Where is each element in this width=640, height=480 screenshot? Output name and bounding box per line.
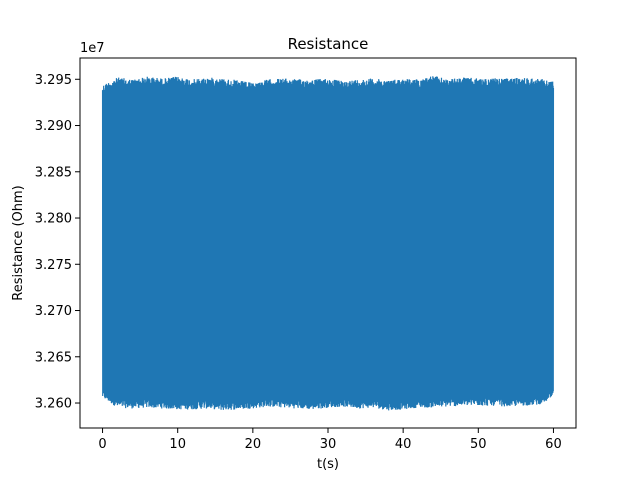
x-axis-title: t(s) [317, 457, 339, 472]
chart-title: Resistance [288, 35, 369, 53]
x-axis-ticks: 0 10 20 30 40 50 60 [98, 428, 562, 452]
series-line-0 [101, 76, 555, 411]
x-tick-label: 60 [545, 437, 562, 452]
y-tick-label: 3.280 [35, 212, 72, 227]
y-tick-label: 3.285 [35, 165, 72, 180]
plot-frame [79, 57, 577, 429]
plot-area [101, 76, 555, 411]
y-axis-ticks: 3.260 3.265 3.270 3.275 3.280 3.285 3.290 3.295 [35, 73, 80, 412]
y-tick-label: 3.260 [35, 397, 72, 412]
x-tick-label: 30 [320, 437, 337, 452]
y-tick-label: 3.265 [35, 350, 72, 365]
x-tick-label: 20 [245, 437, 262, 452]
y-tick-label: 3.295 [35, 73, 72, 88]
y-tick-label: 3.290 [35, 119, 72, 134]
x-tick-label: 50 [470, 437, 487, 452]
x-tick-label: 0 [98, 437, 106, 452]
y-tick-label: 3.270 [35, 304, 72, 319]
y-offset-text: 1e7 [80, 41, 105, 56]
y-axis-title: Resistance (Ohm) [11, 185, 26, 300]
x-tick-label: 10 [169, 437, 186, 452]
y-tick-label: 3.275 [35, 258, 72, 273]
x-tick-label: 40 [395, 437, 412, 452]
